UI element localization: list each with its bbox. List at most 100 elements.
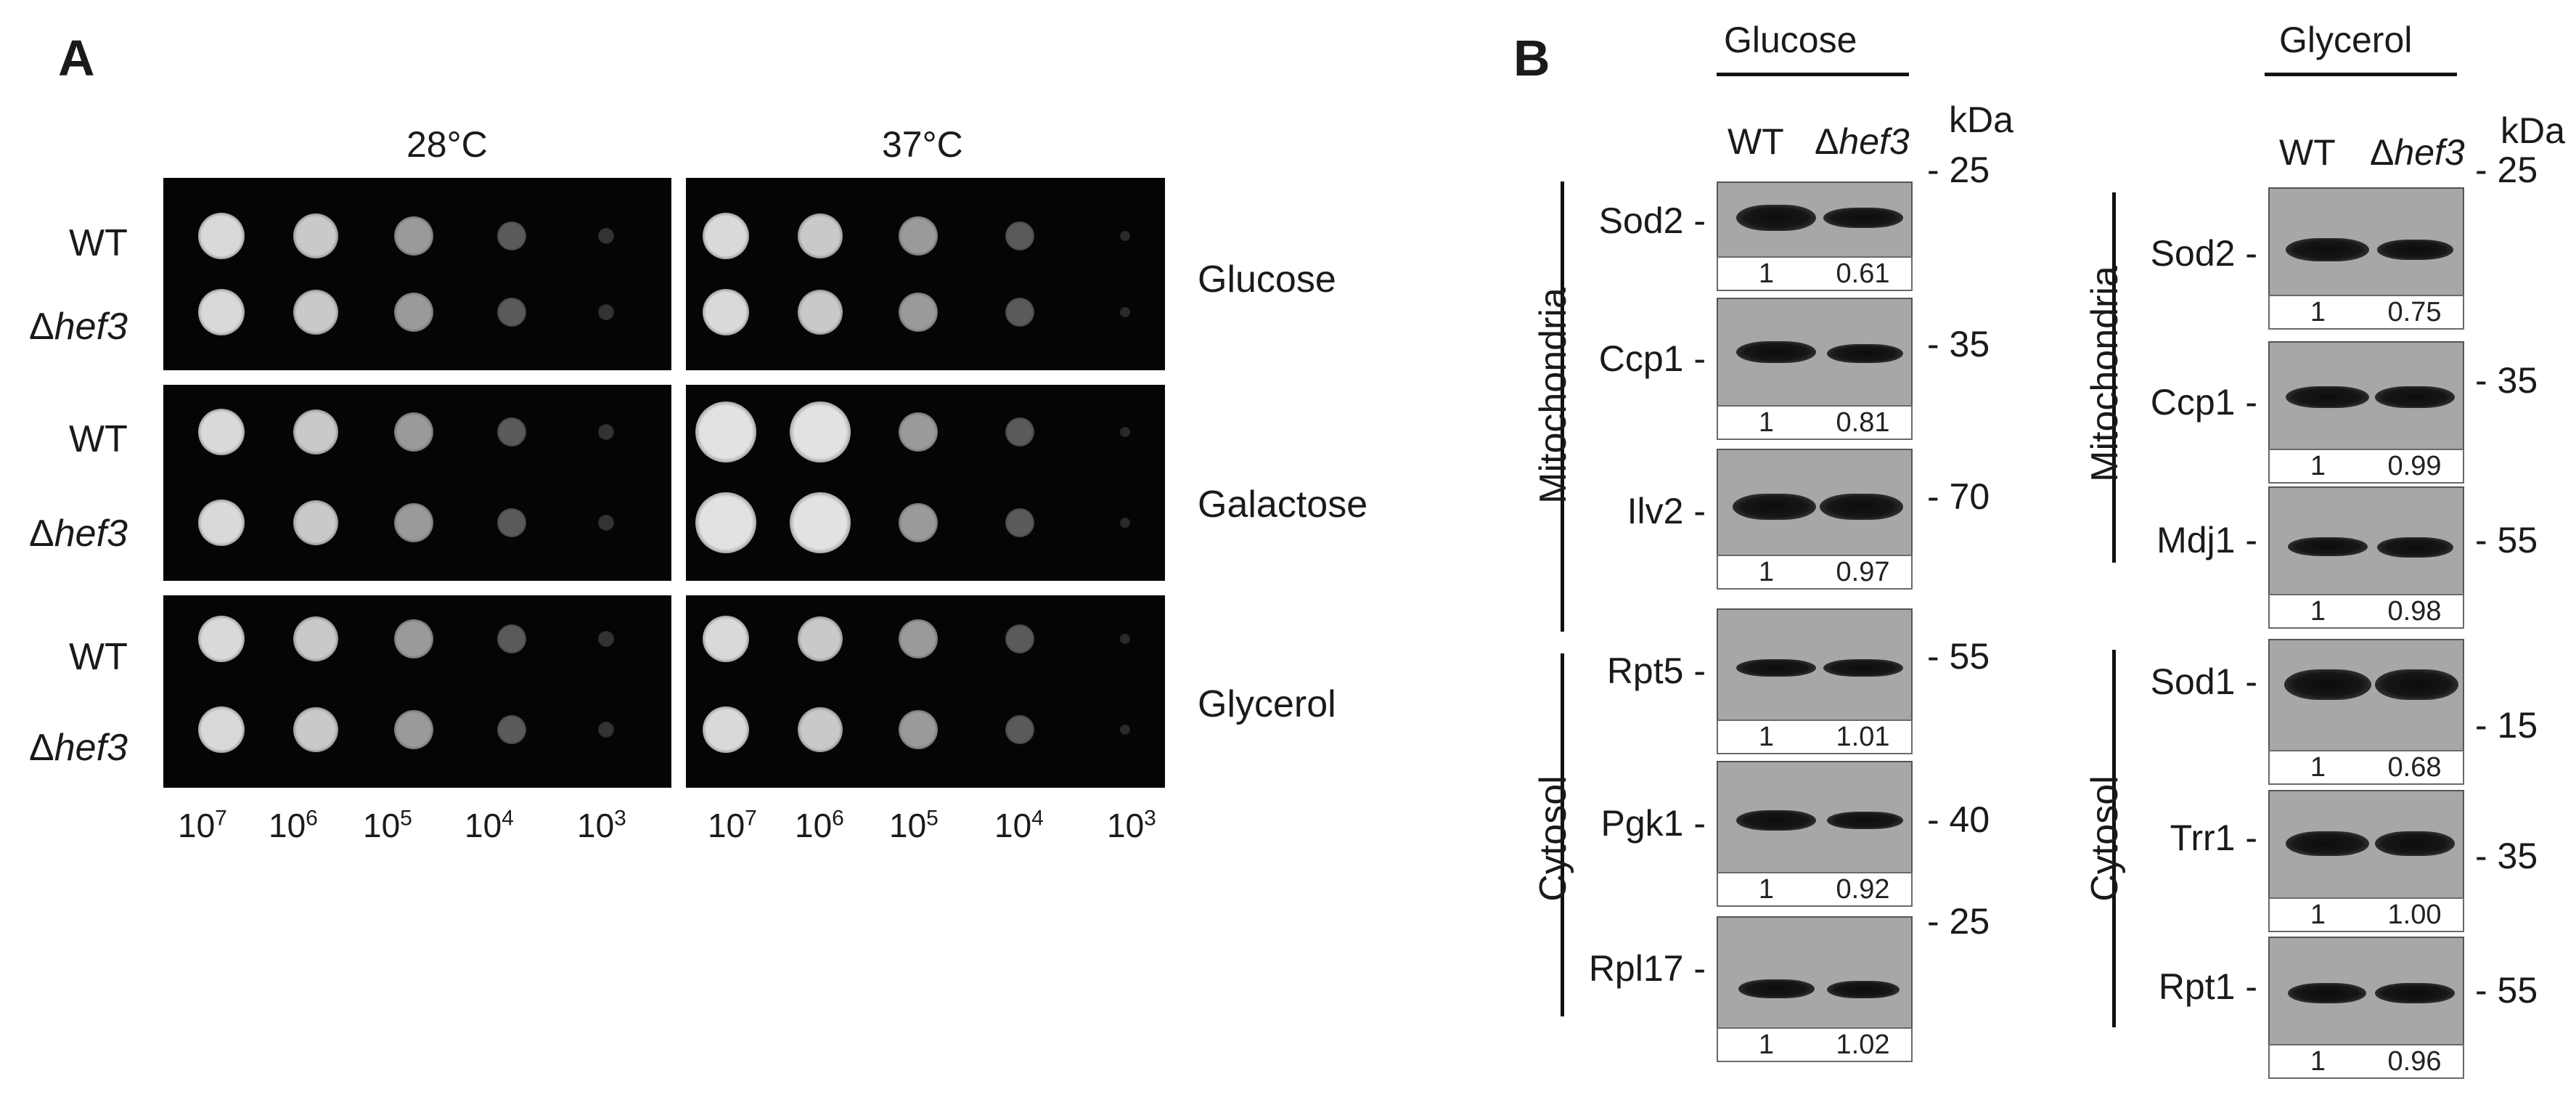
plate-glucose-28 [163, 178, 671, 370]
colony-spot [598, 631, 614, 647]
strain-delta: Δ [29, 727, 54, 769]
colony-spot [703, 706, 749, 753]
blot-sod2-glucose [1717, 182, 1913, 258]
protein-label: Rpl17 - [1588, 948, 1706, 989]
protein-label: Rpt5 - [1606, 651, 1706, 691]
condition-label-glycerol: Glycerol [2279, 20, 2413, 60]
medium-label-glucose: Glucose [1198, 258, 1336, 301]
colony-spot [1005, 508, 1034, 537]
col-label-wt: WT [2279, 132, 2336, 173]
protein-label: Sod2 - [1598, 200, 1706, 241]
colony-spot [1005, 221, 1034, 250]
strain-label-wt: WT [69, 636, 128, 678]
quantification-row: 1 0.68 [2268, 750, 2464, 785]
colony-spot [598, 228, 614, 244]
colony-spot [293, 707, 338, 752]
quantification-row: 1 0.81 [1717, 405, 1913, 440]
colony-spot [497, 624, 526, 653]
group-bracket-mitochondria [1561, 182, 1564, 632]
colony-spot [899, 710, 938, 749]
colony-spot [1120, 634, 1130, 644]
quantification-row: 1 0.99 [2268, 449, 2464, 484]
colony-spot [198, 500, 245, 546]
colony-spot [798, 290, 843, 335]
group-bracket-cytosol [1561, 653, 1564, 1016]
col-label-wt: WT [1727, 121, 1784, 162]
col-label-hef3: Δhef3 [2370, 132, 2465, 173]
colony-spot [394, 216, 433, 256]
strain-mut: hef3 [54, 727, 128, 769]
colony-spot [293, 213, 338, 258]
colony-spot [1005, 715, 1034, 744]
temp-label-28: 28°C [406, 124, 488, 165]
medium-label-galactose: Galactose [1198, 484, 1368, 526]
colony-spot [293, 500, 338, 545]
colony-spot [394, 619, 433, 658]
protein-label: Trr1 - [2170, 817, 2257, 858]
strain-mut: hef3 [54, 513, 128, 555]
colony-spot [1120, 725, 1130, 735]
mw-marker: - 55 [1927, 636, 1990, 677]
colony-spot [798, 213, 843, 258]
dilution-label: 106 [269, 806, 318, 844]
colony-spot [198, 213, 245, 259]
quantification-row: 1 0.75 [2268, 295, 2464, 330]
mw-marker: - 35 [2475, 836, 2538, 876]
colony-spot [198, 409, 245, 455]
colony-spot [703, 289, 749, 335]
colony-spot [497, 298, 526, 327]
colony-spot [598, 424, 614, 440]
mw-marker: - 25 [1927, 150, 1990, 190]
protein-label: Rpt1 - [2158, 966, 2257, 1007]
quantification-row: 1 0.96 [2268, 1044, 2464, 1079]
quantification-row: 1 1.02 [1717, 1027, 1913, 1062]
colony-spot [598, 515, 614, 531]
blot-trr1-glycerol [2268, 790, 2464, 899]
strain-label-wt: WT [69, 222, 128, 264]
colony-spot [394, 710, 433, 749]
colony-spot [899, 503, 938, 542]
panel-a-letter: A [58, 30, 95, 86]
dilution-label: 105 [889, 806, 939, 844]
blot-sod2-glycerol [2268, 187, 2464, 296]
colony-spot [703, 616, 749, 662]
colony-spot [293, 409, 338, 454]
colony-spot [198, 616, 245, 662]
colony-spot [798, 707, 843, 752]
colony-spot [1120, 231, 1130, 241]
panel-b-letter: B [1513, 30, 1550, 86]
quantification-row: 1 1.00 [2268, 897, 2464, 932]
colony-spot [703, 213, 749, 259]
col-label-hef3: Δhef3 [1815, 121, 1910, 162]
strain-delta: Δ [29, 306, 54, 348]
mw-marker: - 25 [1927, 901, 1990, 942]
mw-marker: - 55 [2475, 970, 2538, 1011]
mw-marker: - 40 [1927, 799, 1990, 840]
colony-spot [798, 616, 843, 661]
colony-spot [198, 289, 245, 335]
colony-spot [1120, 518, 1130, 528]
mw-marker: - 35 [1927, 324, 1990, 364]
colony-spot [293, 290, 338, 335]
condition-underline [1717, 73, 1909, 76]
colony-spot [1005, 624, 1034, 653]
condition-label-glucose: Glucose [1724, 20, 1857, 60]
group-bracket-mitochondria [2112, 192, 2116, 563]
colony-spot [497, 221, 526, 250]
dilution-label: 103 [1107, 806, 1156, 844]
colony-spot [899, 216, 938, 256]
dilution-label: 104 [465, 806, 514, 844]
condition-underline [2265, 73, 2457, 76]
protein-label: Sod2 - [2150, 233, 2257, 274]
quantification-row: 1 1.01 [1717, 719, 1913, 754]
colony-spot [497, 715, 526, 744]
kda-label: kDa [2501, 110, 2565, 151]
colony-spot [497, 508, 526, 537]
colony-spot [899, 619, 938, 658]
colony-spot [790, 401, 851, 462]
plate-glucose-37 [686, 178, 1165, 370]
blot-rpt1-glycerol [2268, 937, 2464, 1045]
protein-label: Mdj1 - [2156, 520, 2257, 560]
strain-label-hef3: Δhef3 [29, 305, 128, 348]
mw-marker: - 35 [2475, 360, 2538, 401]
